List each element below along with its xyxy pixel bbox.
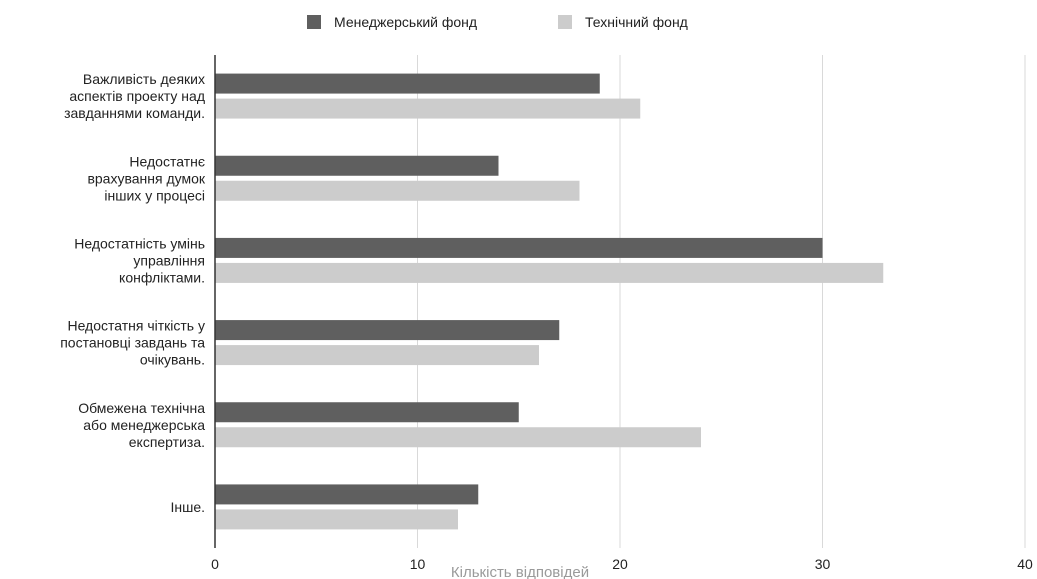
x-tick-label: 0 (211, 556, 219, 572)
gridlines (417, 55, 1026, 548)
bar-technical (215, 98, 641, 119)
x-tick-label: 40 (1017, 556, 1033, 572)
legend-swatch-technical (558, 15, 572, 29)
category-label-line: конфліктами. (119, 269, 205, 285)
x-tick-labels: 0 10 20 30 40 (211, 556, 1033, 572)
category-label-line: Важливість деяких (83, 71, 205, 87)
category-label-line: управління (133, 252, 205, 268)
bar-managerial (215, 484, 479, 505)
x-tick-label: 10 (410, 556, 426, 572)
bar-managerial (215, 155, 499, 176)
category-label-line: Обмежена технічна (78, 400, 205, 416)
bar-technical (215, 180, 580, 201)
bar-managerial (215, 402, 519, 423)
legend-swatch-managerial (307, 15, 321, 29)
category-label-line: експертиза. (129, 434, 205, 450)
bar-technical (215, 427, 701, 448)
category-label-line: або менеджерська (83, 417, 205, 433)
bar-technical (215, 345, 539, 366)
bar-managerial (215, 237, 823, 258)
legend-label-technical: Технічний фонд (585, 14, 688, 30)
category-label-line: Інше. (170, 499, 205, 515)
x-tick-label: 20 (612, 556, 628, 572)
category-label-line: врахування думок (87, 170, 205, 186)
category-label-line: очікувань. (140, 352, 205, 368)
bar-technical (215, 262, 884, 283)
category-label-line: постановці завдань та (60, 335, 205, 351)
bar-managerial (215, 320, 560, 341)
bar-managerial (215, 73, 600, 94)
bar-technical (215, 509, 458, 530)
category-label-line: Недостатність умінь (74, 235, 205, 251)
category-label-line: аспектів проекту над (69, 88, 205, 104)
bars (215, 73, 884, 530)
category-label-line: завданнями команди. (64, 105, 205, 121)
x-tick-label: 30 (815, 556, 831, 572)
x-axis-title: Кількість відповідей (451, 564, 589, 579)
category-label-line: Недостатнє (129, 153, 205, 169)
legend-label-managerial: Менеджерський фонд (334, 14, 477, 30)
chart-legend: Менеджерський фонд Технічний фонд (307, 14, 688, 30)
category-label-line: Недостатня чіткість у (67, 318, 205, 334)
category-label-line: інших у процесі (104, 187, 205, 203)
